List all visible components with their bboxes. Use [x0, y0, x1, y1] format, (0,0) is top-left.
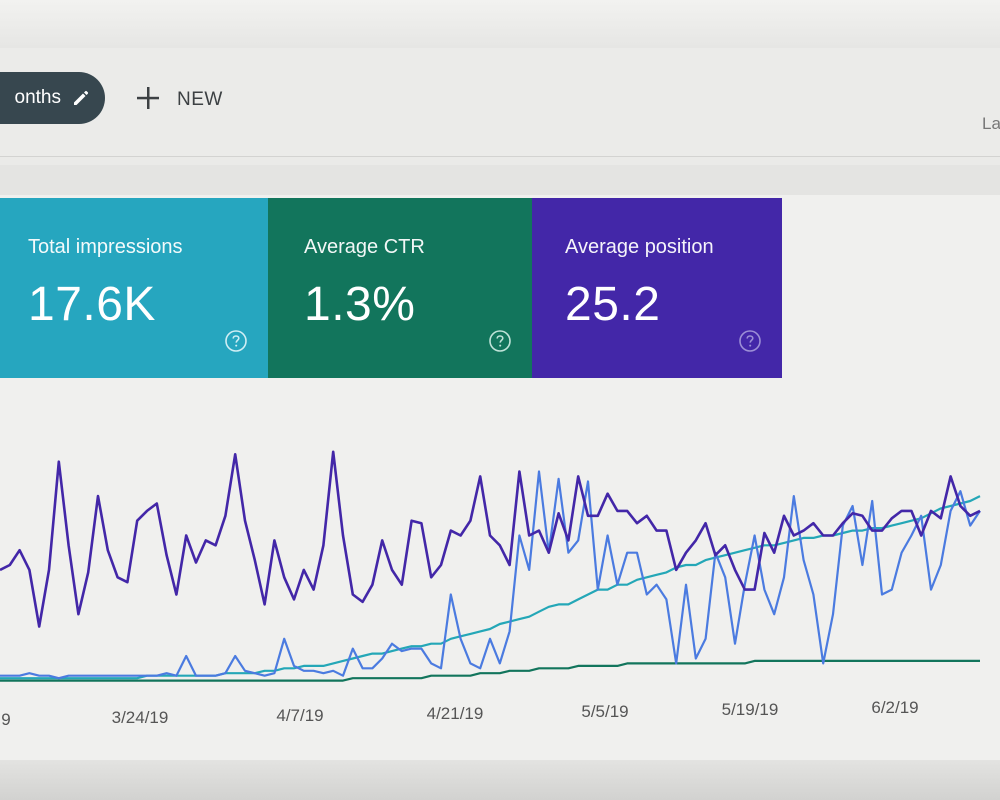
series-line-0	[0, 450, 981, 628]
x-tick-label: 6/2/19	[871, 698, 918, 717]
metric-title: Average CTR	[304, 236, 425, 258]
metric-card-average-ctr[interactable]: Average CTR 1.3%	[268, 198, 532, 378]
new-button-label: NEW	[177, 89, 223, 110]
x-tick-label: 9	[1, 710, 10, 729]
performance-chart: 9 3/24/19 4/7/19 4/21/19 5/5/19 5/19/19 6/2/19	[0, 420, 1000, 750]
x-tick-label: 3/24/19	[112, 708, 169, 727]
x-tick-label: 5/19/19	[722, 700, 779, 719]
last-updated-text: La	[982, 114, 1000, 133]
date-range-chip-label: onths	[14, 87, 61, 108]
series-line-1	[0, 470, 981, 680]
metric-value: 1.3%	[304, 278, 416, 331]
metric-card-average-position[interactable]: Average position 25.2	[532, 198, 782, 378]
metric-value: 17.6K	[28, 278, 156, 331]
new-filter-button[interactable]: NEW	[135, 84, 223, 116]
date-range-filter-chip[interactable]: onths	[0, 72, 105, 124]
x-tick-label: 4/21/19	[427, 704, 484, 723]
series-line-3	[0, 659, 980, 682]
x-tick-label: 5/5/19	[581, 702, 628, 721]
filter-toolbar	[0, 48, 1000, 157]
pencil-icon[interactable]	[71, 88, 91, 108]
help-circle-icon[interactable]	[488, 329, 512, 358]
x-axis-ticks: 9 3/24/19 4/7/19 4/21/19 5/5/19 5/19/19 6/2/19	[1, 698, 918, 729]
bottom-bezel	[0, 760, 1000, 800]
performance-chart-svg: 9 3/24/19 4/7/19 4/21/19 5/5/19 5/19/19 6/2/19	[0, 450, 981, 729]
chart-lines	[0, 450, 981, 682]
plus-icon	[135, 85, 161, 116]
help-circle-icon[interactable]	[738, 329, 762, 358]
series-line-2	[0, 495, 981, 680]
top-bezel	[0, 0, 1000, 48]
metric-title: Total impressions	[28, 236, 183, 258]
help-circle-icon[interactable]	[224, 329, 248, 358]
metric-value: 25.2	[565, 278, 661, 331]
divider-strip	[0, 165, 1000, 195]
metric-card-total-impressions[interactable]: Total impressions 17.6K	[0, 198, 268, 378]
metric-title: Average position	[565, 236, 714, 258]
x-tick-label: 4/7/19	[276, 706, 323, 725]
